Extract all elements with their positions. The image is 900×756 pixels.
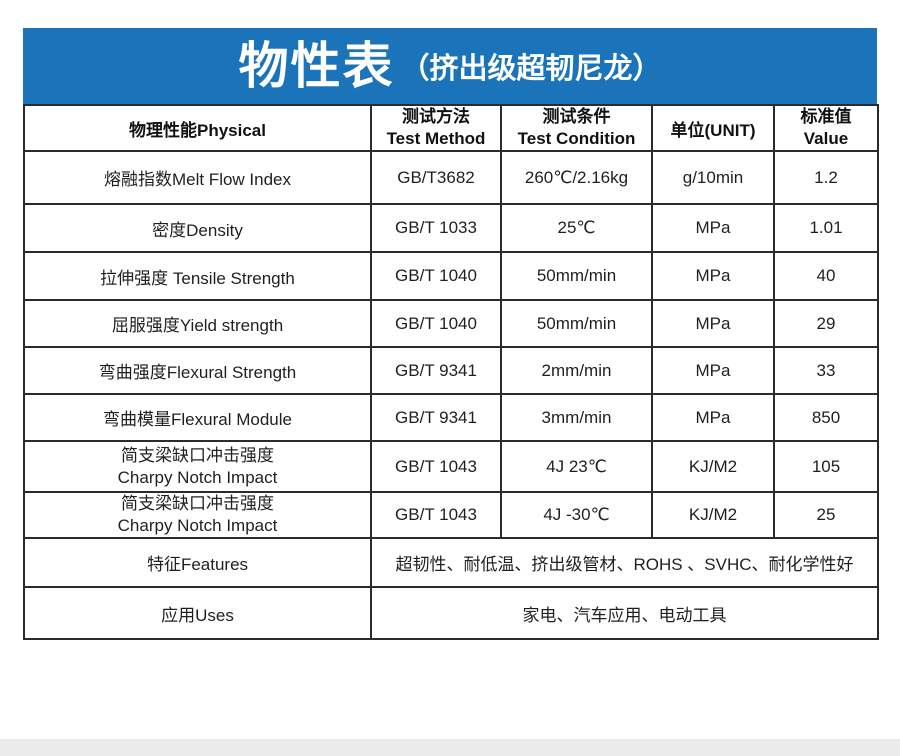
method-cell: GB/T 1043 [370,440,502,493]
property-cell: 简支梁缺口冲击强度 Charpy Notch Impact [23,491,372,539]
value-cell: 105 [773,440,879,493]
value-cell: 33 [773,346,879,395]
footer-gray-strip [0,739,900,756]
unit-cell: MPa [651,393,775,442]
property-cell: 弯曲模量Flexural Module [23,393,372,442]
unit-cell: KJ/M2 [651,440,775,493]
spec-sheet: 物性表 （挤出级超韧尼龙） 物理性能Physical 测试方法 Test Met… [23,28,879,640]
condition-cell: 3mm/min [500,393,653,442]
unit-cell: MPa [651,299,775,348]
method-cell: GB/T 1040 [370,299,502,348]
table-row-flexural-strength: 弯曲强度Flexural Strength GB/T 9341 2mm/min … [23,346,879,395]
property-cell: 简支梁缺口冲击强度 Charpy Notch Impact [23,440,372,493]
table-row-yield-strength: 屈服强度Yield strength GB/T 1040 50mm/min MP… [23,299,879,348]
table-row-melt-flow-index: 熔融指数Melt Flow Index GB/T3682 260℃/2.16kg… [23,150,879,205]
condition-cell: 4J 23℃ [500,440,653,493]
method-cell: GB/T3682 [370,150,502,205]
method-cell: GB/T 9341 [370,346,502,395]
condition-cell: 2mm/min [500,346,653,395]
features-label: 特征Features [23,537,372,588]
header-test-condition: 测试条件 Test Condition [500,104,653,152]
header-physical: 物理性能Physical [23,104,372,152]
table-header-row: 物理性能Physical 测试方法 Test Method 测试条件 Test … [23,104,879,152]
condition-cell: 50mm/min [500,299,653,348]
value-cell: 29 [773,299,879,348]
unit-cell: MPa [651,251,775,301]
title-banner: 物性表 （挤出级超韧尼龙） [23,28,877,104]
table-row-charpy-impact-23c: 简支梁缺口冲击强度 Charpy Notch Impact GB/T 1043 … [23,440,879,493]
table-row-flexural-module: 弯曲模量Flexural Module GB/T 9341 3mm/min MP… [23,393,879,442]
property-cell: 拉伸强度 Tensile Strength [23,251,372,301]
header-unit: 单位(UNIT) [651,104,775,152]
condition-cell: 50mm/min [500,251,653,301]
page-subtitle: （挤出级超韧尼龙） [400,52,662,85]
table-row-charpy-impact-minus30c: 简支梁缺口冲击强度 Charpy Notch Impact GB/T 1043 … [23,491,879,539]
table-row-density: 密度Density GB/T 1033 25℃ MPa 1.01 [23,203,879,253]
property-cell: 弯曲强度Flexural Strength [23,346,372,395]
value-cell: 1.2 [773,150,879,205]
table-row-features: 特征Features 超韧性、耐低温、挤出级管材、ROHS 、SVHC、耐化学性… [23,537,879,588]
features-value: 超韧性、耐低温、挤出级管材、ROHS 、SVHC、耐化学性好 [370,537,879,588]
property-cell: 熔融指数Melt Flow Index [23,150,372,205]
value-cell: 40 [773,251,879,301]
property-cell: 屈服强度Yield strength [23,299,372,348]
value-cell: 25 [773,491,879,539]
header-test-method: 测试方法 Test Method [370,104,502,152]
unit-cell: KJ/M2 [651,491,775,539]
table-row-uses: 应用Uses 家电、汽车应用、电动工具 [23,586,879,640]
properties-table: 物理性能Physical 测试方法 Test Method 测试条件 Test … [23,104,879,640]
method-cell: GB/T 9341 [370,393,502,442]
header-value: 标准值 Value [773,104,879,152]
condition-cell: 260℃/2.16kg [500,150,653,205]
condition-cell: 25℃ [500,203,653,253]
page-title: 物性表 [238,38,395,94]
unit-cell: MPa [651,346,775,395]
uses-value: 家电、汽车应用、电动工具 [370,586,879,640]
uses-label: 应用Uses [23,586,372,640]
table-row-tensile-strength: 拉伸强度 Tensile Strength GB/T 1040 50mm/min… [23,251,879,301]
unit-cell: g/10min [651,150,775,205]
property-cell: 密度Density [23,203,372,253]
method-cell: GB/T 1033 [370,203,502,253]
value-cell: 850 [773,393,879,442]
value-cell: 1.01 [773,203,879,253]
method-cell: GB/T 1040 [370,251,502,301]
unit-cell: MPa [651,203,775,253]
method-cell: GB/T 1043 [370,491,502,539]
condition-cell: 4J -30℃ [500,491,653,539]
